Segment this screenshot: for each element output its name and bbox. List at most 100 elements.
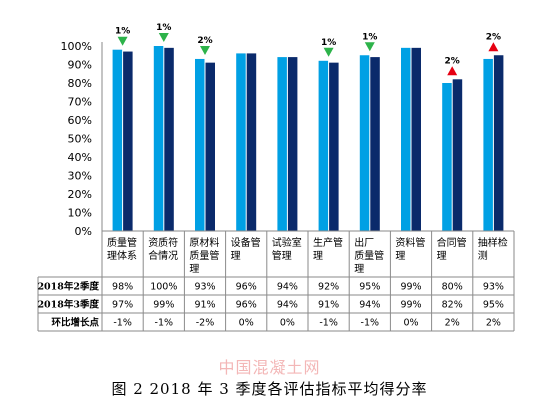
- y-tick-label: 20%: [68, 188, 92, 201]
- marker-label: 1%: [115, 27, 130, 37]
- figure-caption: 图 2 2018 年 3 季度各评估指标平均得分率: [111, 380, 428, 398]
- category-label: 资料管: [395, 236, 425, 249]
- category-label: 理: [354, 263, 364, 275]
- table-cell: 82%: [442, 300, 463, 311]
- bar: [277, 57, 287, 231]
- bar: [287, 57, 298, 231]
- bar: [246, 53, 257, 232]
- table-cell: 95%: [483, 300, 504, 311]
- category-label: 理体系: [107, 250, 137, 262]
- table-cell: 95%: [359, 282, 380, 293]
- category-label: 测: [478, 249, 488, 262]
- marker-label: 2%: [445, 56, 460, 66]
- marker-label: 1%: [321, 38, 336, 48]
- y-tick-label: 50%: [68, 133, 92, 146]
- table-cell: 2%: [445, 318, 460, 329]
- y-tick-label: 40%: [68, 151, 92, 164]
- table-cell: -1%: [319, 318, 338, 329]
- table-cell: 99%: [400, 282, 421, 293]
- table-cell: 97%: [112, 300, 133, 311]
- decrease-marker: [117, 36, 128, 46]
- table-cell: -1%: [361, 318, 380, 329]
- decrease-marker: [323, 47, 334, 57]
- table-cell: -1%: [155, 318, 174, 329]
- increase-marker: [488, 42, 499, 52]
- table-cell: 96%: [236, 282, 257, 293]
- table-cell: 91%: [194, 300, 215, 311]
- bar: [123, 51, 133, 231]
- table-cell: 0%: [239, 318, 254, 329]
- bar: [452, 79, 463, 231]
- table-cell: 98%: [112, 282, 133, 293]
- marker-label: 2%: [486, 32, 501, 42]
- table-cell: 94%: [359, 300, 380, 311]
- bar: [164, 47, 174, 231]
- decrease-marker: [158, 33, 169, 42]
- table-cell: 91%: [318, 300, 339, 311]
- decrease-marker: [364, 42, 375, 52]
- bar: [483, 58, 493, 232]
- table-cell: 99%: [153, 300, 174, 311]
- category-label: 原材料: [189, 236, 219, 249]
- bar: [205, 62, 215, 232]
- category-label: 生产管: [313, 236, 343, 249]
- category-label: 质量管: [107, 236, 137, 249]
- y-tick-label: 30%: [68, 170, 92, 183]
- table-cell: 92%: [318, 282, 339, 293]
- increase-marker: [447, 66, 458, 76]
- bar: [370, 57, 380, 231]
- category-label: 出厂: [354, 236, 374, 249]
- table-cell: 0%: [403, 318, 418, 329]
- category-label: 质量管: [189, 249, 219, 262]
- marker-label: 2%: [197, 36, 212, 46]
- table-cell: 100%: [150, 282, 177, 293]
- bar: [411, 47, 421, 231]
- bar: [442, 83, 452, 231]
- marker-label: 1%: [156, 23, 171, 33]
- y-tick-label: 70%: [68, 96, 92, 109]
- category-label: 理: [437, 250, 447, 262]
- table-cell: 96%: [236, 300, 257, 311]
- category-label: 抽样检: [478, 236, 508, 249]
- bar: [329, 62, 339, 232]
- bar: [195, 58, 205, 232]
- decrease-marker: [200, 45, 210, 55]
- category-label: 理: [189, 263, 199, 275]
- category-label: 理: [395, 250, 405, 262]
- category-label: 理: [231, 250, 241, 262]
- table-cell: 0%: [280, 318, 295, 329]
- category-label: 管理: [272, 249, 292, 262]
- table-cell: 94%: [277, 282, 298, 293]
- bar: [153, 46, 164, 231]
- category-label: 合情况: [148, 249, 178, 262]
- category-label: 合同管: [437, 236, 467, 249]
- table-cell: 94%: [277, 300, 298, 311]
- marker-label: 1%: [362, 32, 377, 42]
- table-cell: 93%: [483, 282, 504, 293]
- bar: [493, 55, 504, 231]
- table-row-header: 环比增长点: [51, 317, 99, 329]
- table-cell: 2%: [486, 318, 501, 329]
- category-label: 设备管: [231, 236, 261, 249]
- y-tick-label: 100%: [61, 40, 92, 53]
- table-row-header: 2018年2季度: [37, 281, 99, 293]
- bar: [359, 55, 370, 231]
- watermark: 中国混凝土网: [218, 358, 321, 377]
- table-cell: -1%: [113, 318, 132, 329]
- y-tick-label: 80%: [68, 77, 92, 90]
- y-tick-label: 90%: [68, 59, 92, 72]
- table-row-header: 2018年3季度: [37, 299, 99, 311]
- category-label: 质量管: [354, 249, 384, 262]
- bar: [401, 47, 411, 231]
- table-cell: 80%: [442, 282, 463, 293]
- table-cell: 99%: [400, 300, 421, 311]
- category-label: 资质符: [148, 236, 178, 249]
- category-label: 试验室: [272, 236, 302, 249]
- y-tick-label: 10%: [68, 207, 92, 220]
- category-label: 理: [313, 250, 323, 262]
- bar: [236, 53, 246, 232]
- bar: [318, 60, 329, 231]
- table-cell: 93%: [194, 282, 215, 293]
- y-tick-label: 0%: [75, 225, 92, 238]
